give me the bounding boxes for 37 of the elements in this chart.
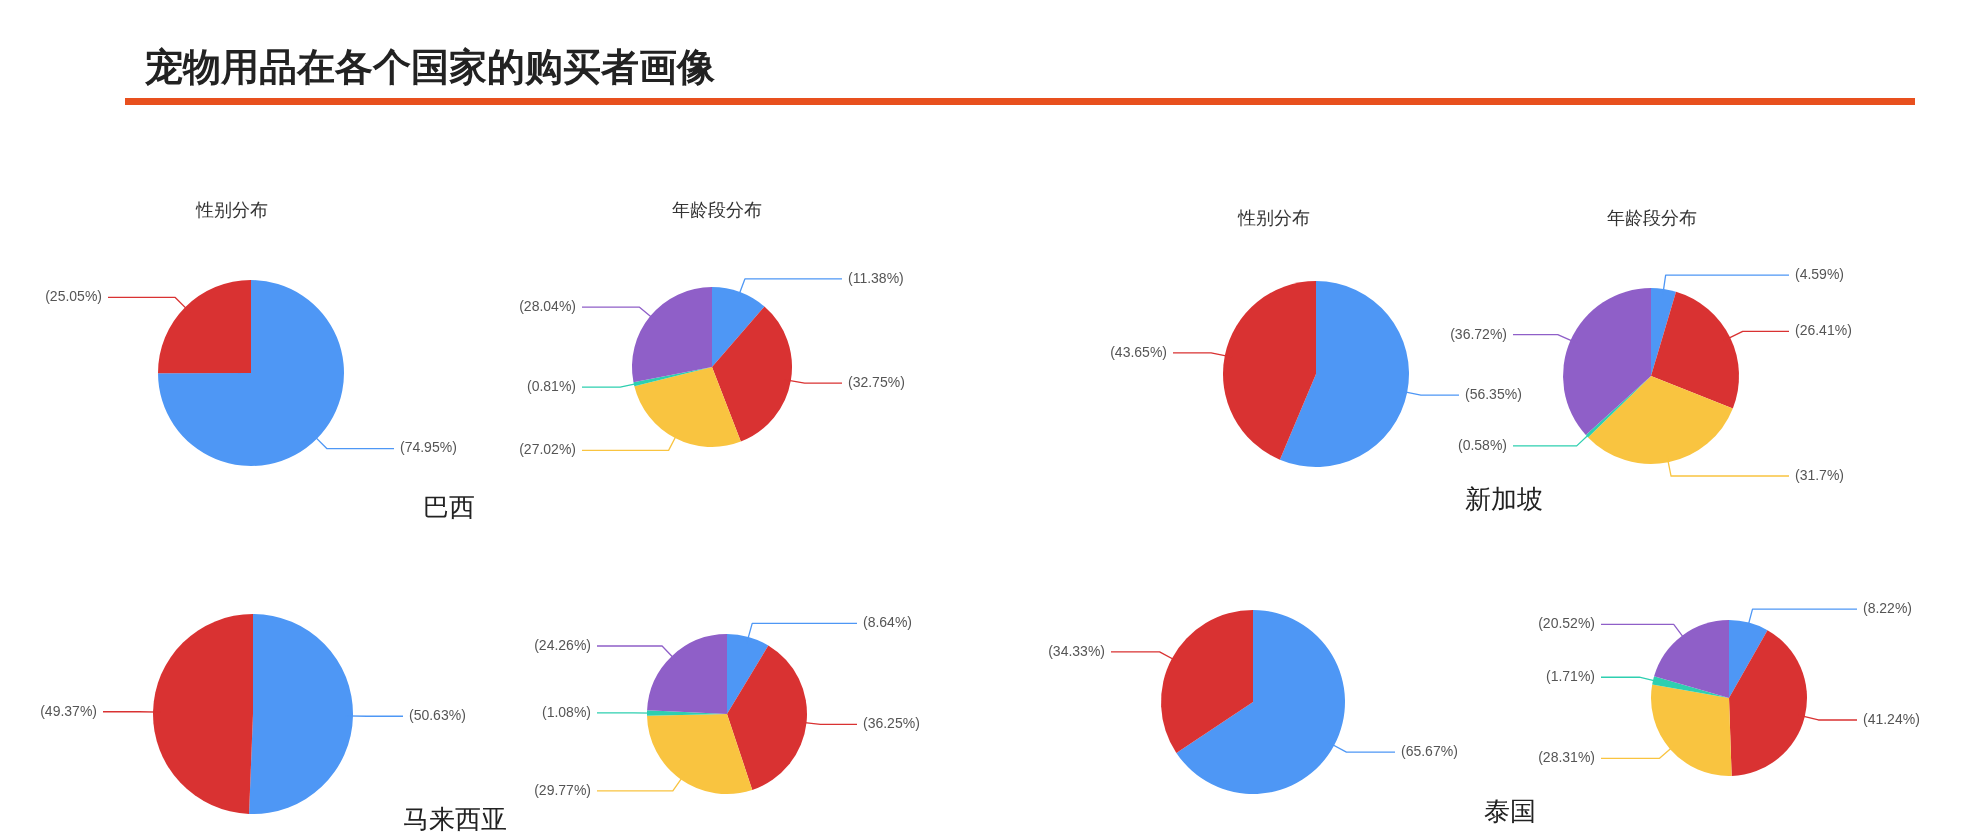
data-label: (56.35%) [1465,386,1522,403]
data-label: (41.24%) [1863,710,1920,727]
chart-title: 年龄段分布 [1607,207,1697,230]
data-label: (0.58%) [1457,436,1507,453]
data-label: (29.77%) [534,781,591,798]
data-label: (43.65%) [1110,343,1167,360]
chart-title: 年龄段分布 [672,199,762,222]
text: 马来西亚 [403,803,507,835]
chart-title: 性别分布 [1238,207,1310,230]
data-label: (36.72%) [1450,325,1507,342]
data-label: (4.59%) [1795,265,1845,282]
data-label: (1.71%) [1545,668,1595,685]
data-label: (49.37%) [40,702,97,719]
data-label: (65.67%) [1401,742,1458,759]
data-label: (0.81%) [526,378,576,395]
data-label: (24.26%) [534,636,591,653]
chart-title: 性别分布 [196,199,268,222]
text: 巴西 [423,491,475,524]
data-label: (28.31%) [1538,749,1595,766]
data-label: (31.7%) [1795,466,1845,483]
data-label: (34.33%) [1048,642,1105,659]
data-label: (36.25%) [863,715,920,732]
data-label: (1.08%) [541,703,591,720]
data-label: (25.05%) [45,288,102,305]
data-label: (8.22%) [1863,599,1913,616]
data-label: (8.64%) [863,614,913,631]
data-label: (74.95%) [400,439,457,456]
data-label: (27.02%) [519,441,576,458]
data-label: (28.04%) [519,298,576,315]
data-label: (32.75%) [848,374,905,391]
data-label: (50.63%) [409,707,466,724]
text: 泰国 [1484,795,1536,828]
text: 宠物用品在各个国家的购买者画像 [145,45,715,90]
text: 新加坡 [1465,483,1543,516]
data-label: (20.52%) [1538,615,1595,632]
data-label: (26.41%) [1795,322,1852,339]
data-label: (11.38%) [848,269,904,286]
